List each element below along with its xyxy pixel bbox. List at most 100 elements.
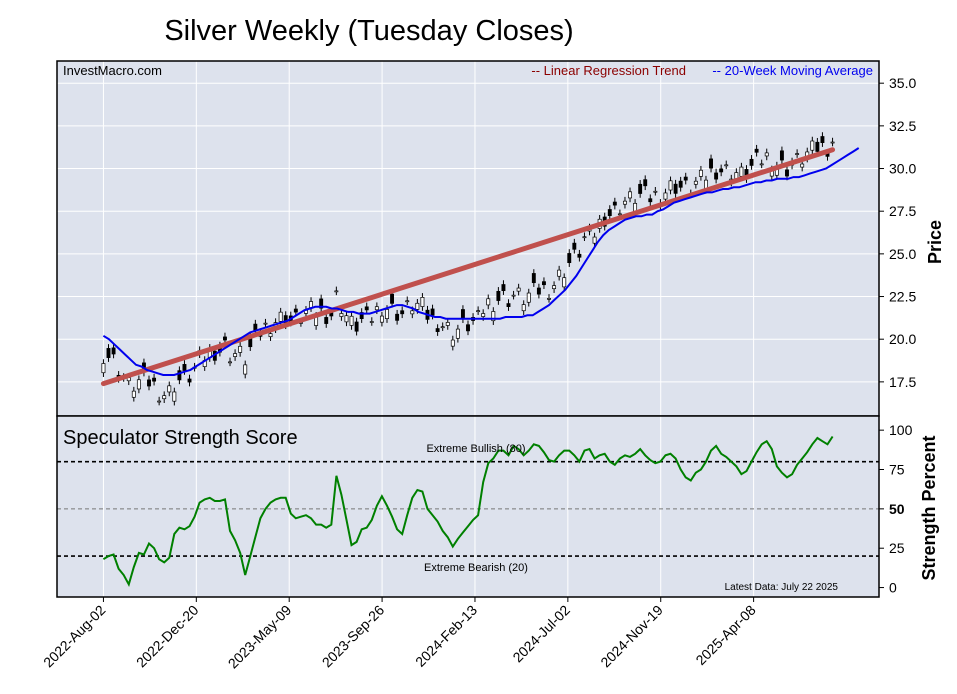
candle-body	[182, 364, 187, 371]
candle-body	[460, 309, 465, 320]
x-tick-label: 2023-May-09	[225, 602, 295, 672]
x-tick-label: 2022-Dec-20	[133, 602, 202, 671]
candle-body	[531, 273, 536, 284]
candle-body	[719, 168, 724, 173]
candle-body	[511, 294, 516, 297]
candle-body	[779, 150, 784, 161]
x-tick-label: 2025-Apr-08	[692, 602, 758, 668]
price-y-tick-label: 35.0	[889, 75, 916, 91]
candle-body	[623, 200, 627, 205]
candle-body	[612, 201, 617, 206]
latest-data-label: Latest Data: July 22 2025	[725, 582, 839, 593]
candle-body	[628, 191, 632, 199]
candle-body	[106, 348, 111, 358]
candle-body	[577, 253, 582, 258]
candle-body	[800, 163, 805, 168]
candle-body	[501, 284, 506, 292]
candle-body	[379, 315, 384, 323]
candle-body	[673, 183, 678, 194]
candle-body	[486, 298, 491, 306]
strength-axis-label: Strength Percent	[919, 435, 939, 580]
candle-body	[557, 269, 562, 277]
candle-body	[506, 303, 511, 307]
candle-body	[552, 285, 557, 290]
candle-body	[536, 287, 541, 295]
candle-body	[131, 390, 136, 398]
candle-body	[228, 361, 232, 364]
indicator-title: Speculator Strength Score	[63, 427, 298, 449]
candle-body	[668, 180, 673, 191]
price-y-tick-label: 20.0	[889, 331, 916, 347]
legend-trend: -- Linear Regression Trend	[531, 63, 686, 78]
candle-body	[714, 172, 719, 180]
candle-body	[724, 164, 729, 167]
candle-body	[541, 281, 546, 286]
x-tick-label: 2024-Feb-13	[412, 602, 480, 670]
indicator-lines	[57, 435, 879, 588]
candle-body	[147, 379, 151, 387]
indicator-panel-bg	[57, 416, 879, 597]
candle-body	[390, 293, 395, 304]
candle-body	[491, 311, 496, 322]
candle-body	[643, 179, 648, 187]
candle-body	[364, 306, 369, 311]
candle-body	[830, 141, 835, 144]
candle-body	[410, 310, 415, 315]
candle-body	[415, 302, 420, 310]
extreme-bearish-label: Extreme Bearish (20)	[424, 562, 528, 574]
candle-body	[526, 292, 531, 303]
candle-body	[349, 315, 354, 326]
candle-body	[430, 308, 435, 316]
candle-body	[233, 353, 238, 357]
candle-body	[238, 345, 243, 353]
candle-body	[795, 153, 800, 155]
indicator-grid	[102, 416, 755, 597]
candle-body	[111, 347, 116, 355]
candle-body	[663, 192, 668, 200]
price-y-tick-label: 27.5	[889, 203, 916, 219]
candle-body	[496, 290, 501, 301]
candle-body	[243, 364, 248, 375]
candle-body	[572, 242, 577, 250]
candle-body	[177, 370, 182, 381]
candle-body	[420, 296, 425, 307]
indicator-panel-frame	[56, 415, 880, 598]
candle-body	[516, 287, 521, 292]
speculator-strength-line	[102, 435, 834, 588]
candle-body	[759, 163, 764, 166]
candle-body	[683, 176, 688, 181]
candle-body	[709, 158, 713, 169]
candle-body	[278, 311, 283, 322]
candle-body	[319, 298, 324, 309]
candle-body	[481, 313, 486, 317]
indicator-y-tick-label: 0	[889, 580, 897, 596]
candle-body	[136, 379, 141, 390]
candle-body	[445, 322, 450, 326]
candle-body	[567, 253, 572, 264]
candle-body	[440, 326, 445, 329]
candle-body	[521, 304, 526, 312]
legend-ma: -- 20-Week Moving Average	[712, 63, 873, 78]
candle-body	[653, 190, 658, 193]
candle-body	[223, 336, 227, 341]
candle-body	[405, 300, 410, 303]
candle-body	[648, 198, 653, 203]
candle-body	[785, 169, 789, 177]
price-y-ticks: 17.5 20.0 22.5 25.0 27.5 30.0 32.5 35.0	[879, 75, 916, 390]
price-y-tick-label: 32.5	[889, 118, 916, 134]
x-tick-label: 2024-Nov-19	[597, 602, 666, 671]
candle-body	[293, 308, 298, 313]
candle-body	[339, 313, 344, 317]
candle-body	[162, 395, 167, 400]
candle-body	[562, 277, 567, 288]
indicator-y-tick-label: 75	[889, 462, 905, 478]
candle-body	[693, 180, 698, 185]
candle-body	[638, 183, 643, 194]
linear-regression-trend-line	[100, 147, 836, 387]
candle-body	[815, 141, 820, 152]
candle-body	[101, 363, 106, 374]
candle-body	[739, 166, 744, 177]
candle-body	[385, 309, 389, 319]
indicator-y-tick-label: 50	[889, 501, 905, 517]
